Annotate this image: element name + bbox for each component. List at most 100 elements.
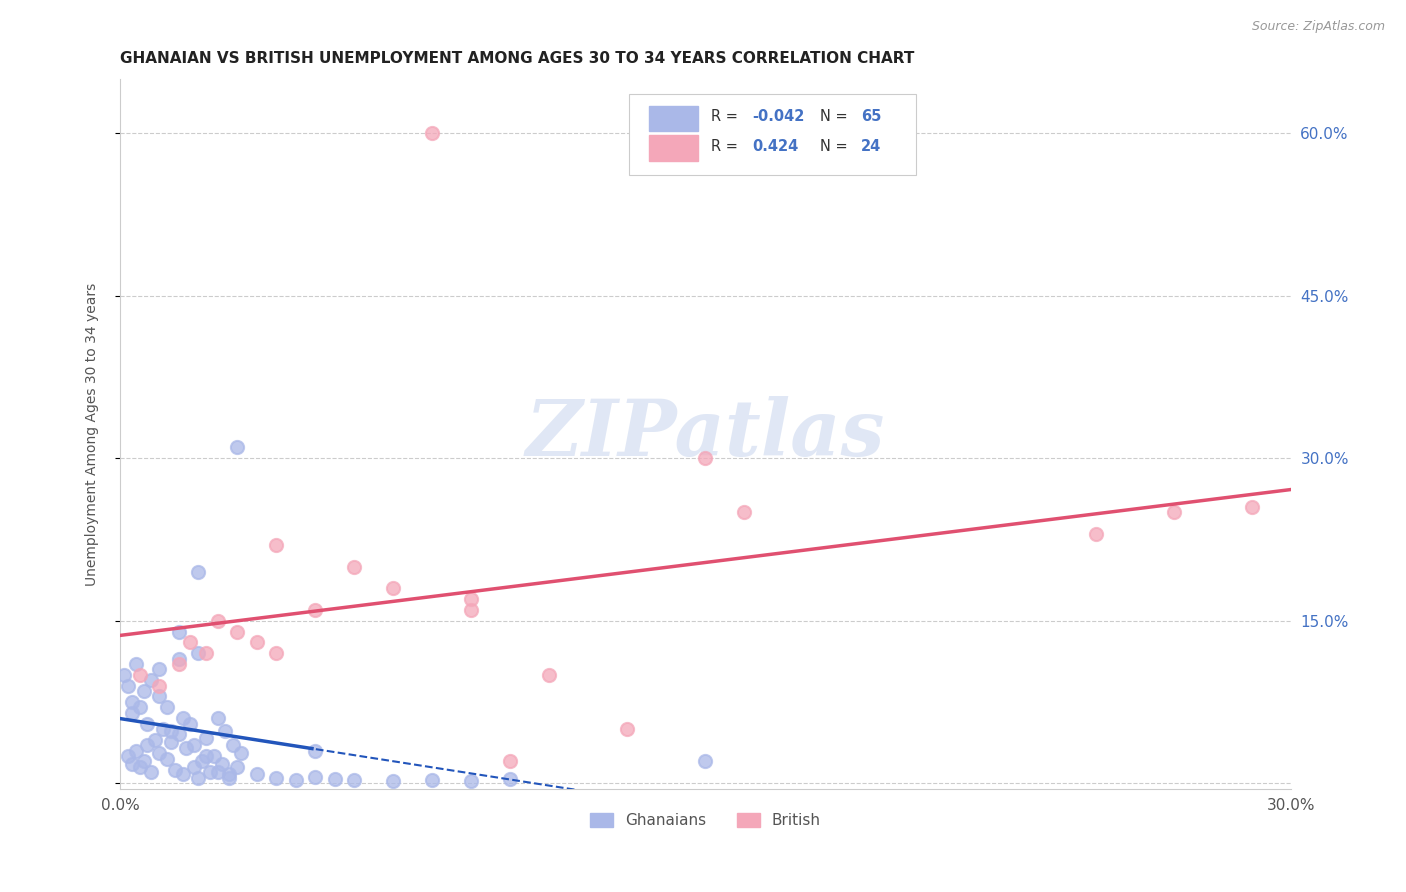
- Point: [229, 746, 252, 760]
- Point: [183, 738, 205, 752]
- Point: [194, 749, 217, 764]
- Point: [202, 749, 225, 764]
- Point: [167, 657, 190, 671]
- Legend: Ghanaians, British: Ghanaians, British: [583, 806, 827, 834]
- Point: [284, 772, 307, 787]
- Point: [172, 711, 194, 725]
- Point: [141, 765, 163, 780]
- Point: [125, 657, 148, 671]
- Point: [218, 771, 240, 785]
- Text: Source: ZipAtlas.com: Source: ZipAtlas.com: [1251, 20, 1385, 33]
- Point: [121, 756, 143, 771]
- Text: 0.424: 0.424: [752, 139, 799, 154]
- Point: [194, 646, 217, 660]
- Text: N =: N =: [820, 110, 852, 124]
- Point: [125, 744, 148, 758]
- Point: [179, 716, 201, 731]
- Text: -0.042: -0.042: [752, 110, 804, 124]
- Point: [112, 668, 135, 682]
- Point: [264, 538, 287, 552]
- Point: [211, 756, 233, 771]
- Point: [172, 767, 194, 781]
- Point: [343, 772, 366, 787]
- Point: [264, 646, 287, 660]
- Point: [117, 679, 139, 693]
- Point: [132, 684, 155, 698]
- Point: [343, 559, 366, 574]
- Point: [191, 755, 214, 769]
- Text: GHANAIAN VS BRITISH UNEMPLOYMENT AMONG AGES 30 TO 34 YEARS CORRELATION CHART: GHANAIAN VS BRITISH UNEMPLOYMENT AMONG A…: [120, 51, 914, 66]
- Point: [121, 695, 143, 709]
- Point: [304, 603, 326, 617]
- Point: [1163, 505, 1185, 519]
- Point: [246, 767, 269, 781]
- Point: [176, 741, 198, 756]
- Point: [420, 772, 443, 787]
- Point: [1084, 527, 1107, 541]
- Point: [382, 774, 405, 789]
- Point: [156, 700, 179, 714]
- Point: [141, 673, 163, 688]
- Point: [187, 646, 209, 660]
- Point: [304, 744, 326, 758]
- Point: [304, 770, 326, 784]
- Text: ZIPatlas: ZIPatlas: [526, 396, 884, 472]
- Point: [167, 727, 190, 741]
- FancyBboxPatch shape: [650, 136, 699, 161]
- Point: [121, 706, 143, 720]
- Point: [136, 716, 159, 731]
- Point: [148, 662, 170, 676]
- Point: [218, 767, 240, 781]
- Point: [616, 722, 638, 736]
- Point: [136, 738, 159, 752]
- Text: 65: 65: [860, 110, 882, 124]
- Point: [128, 700, 150, 714]
- Point: [323, 772, 346, 786]
- Point: [1240, 500, 1263, 514]
- Text: R =: R =: [711, 110, 742, 124]
- Text: 24: 24: [860, 139, 882, 154]
- Point: [117, 749, 139, 764]
- Point: [214, 724, 236, 739]
- Point: [207, 765, 229, 780]
- Point: [143, 732, 166, 747]
- Point: [167, 624, 190, 639]
- Point: [382, 581, 405, 595]
- Point: [132, 755, 155, 769]
- Point: [179, 635, 201, 649]
- Point: [420, 127, 443, 141]
- Point: [148, 690, 170, 704]
- Point: [160, 724, 183, 739]
- Point: [207, 614, 229, 628]
- Point: [152, 722, 174, 736]
- Point: [499, 772, 522, 786]
- Point: [460, 603, 482, 617]
- Text: N =: N =: [820, 139, 852, 154]
- Point: [148, 746, 170, 760]
- Point: [160, 735, 183, 749]
- Point: [226, 760, 249, 774]
- Point: [246, 635, 269, 649]
- Point: [163, 763, 186, 777]
- Point: [187, 771, 209, 785]
- Point: [187, 565, 209, 579]
- Point: [226, 441, 249, 455]
- Point: [183, 760, 205, 774]
- Point: [128, 668, 150, 682]
- Text: R =: R =: [711, 139, 748, 154]
- Point: [733, 505, 755, 519]
- Point: [460, 774, 482, 789]
- Point: [695, 755, 717, 769]
- FancyBboxPatch shape: [650, 105, 699, 131]
- Point: [222, 738, 245, 752]
- Point: [198, 765, 221, 780]
- Point: [194, 731, 217, 745]
- Point: [156, 752, 179, 766]
- Point: [207, 711, 229, 725]
- FancyBboxPatch shape: [630, 94, 917, 175]
- Point: [226, 624, 249, 639]
- Point: [499, 755, 522, 769]
- Point: [695, 451, 717, 466]
- Point: [148, 679, 170, 693]
- Point: [128, 760, 150, 774]
